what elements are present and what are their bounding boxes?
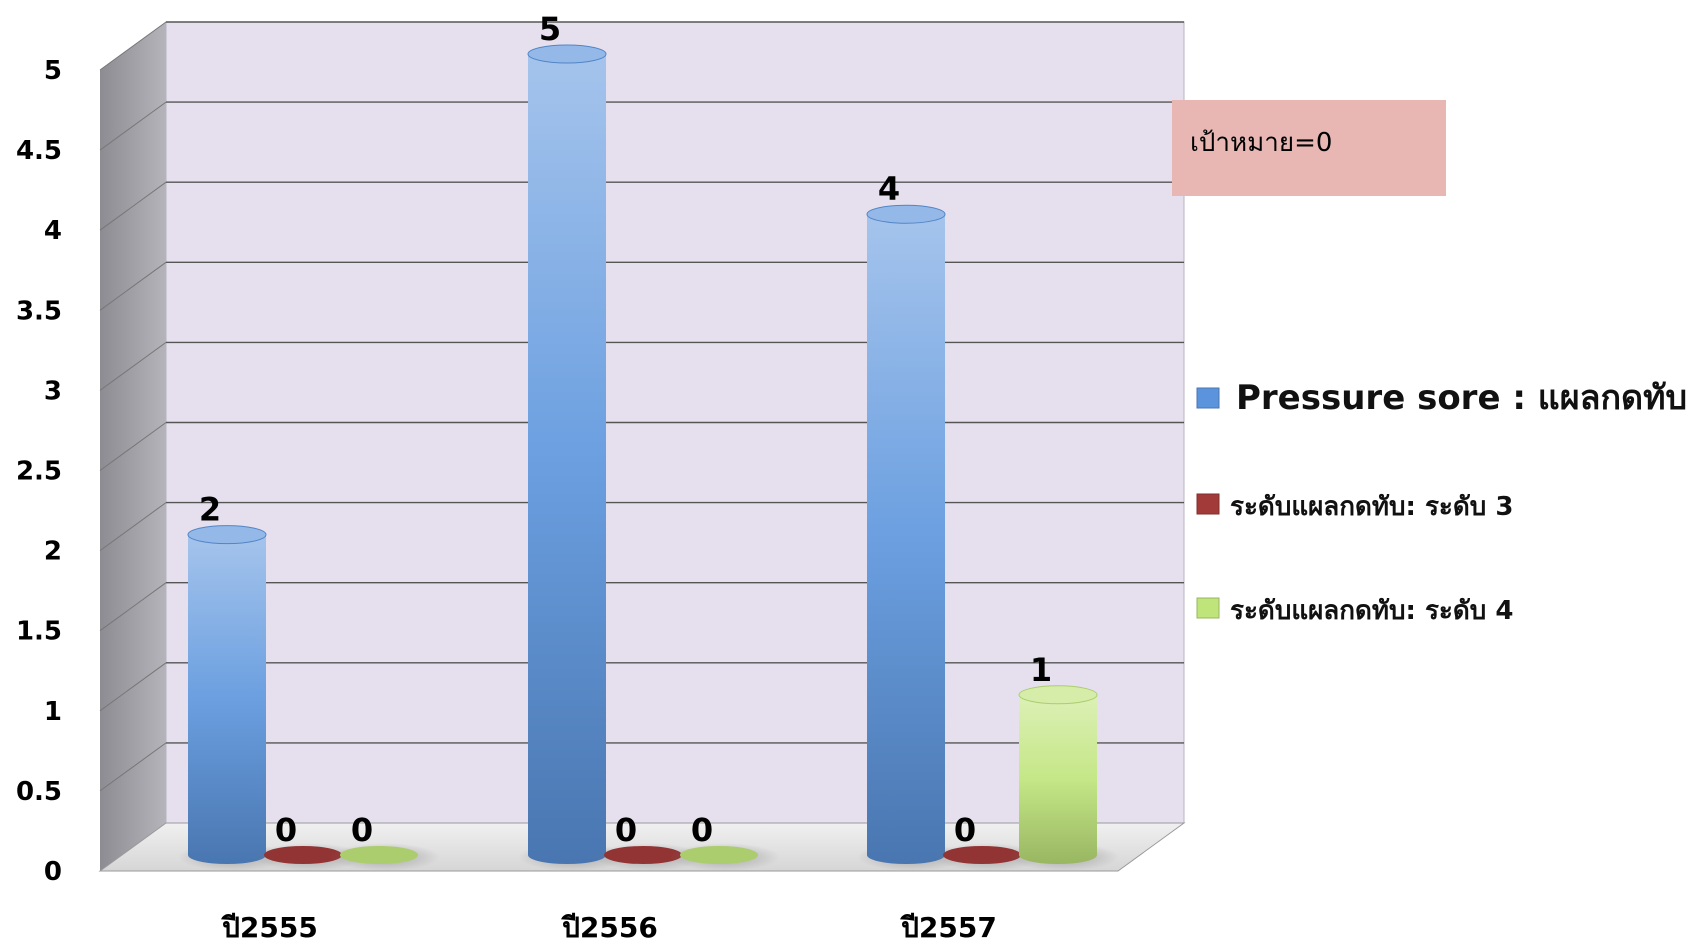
bar [340,846,418,864]
target-annotation: เป้าหมาย=0 [1172,100,1446,196]
data-label: 0 [615,811,637,849]
x-tick-label: ปี2556 [560,911,658,944]
bar [528,54,606,864]
gridline-side [99,261,167,311]
bar-top [527,44,607,64]
x-axis-ticks: ปี2555 ปี2556 ปี2557 [220,911,997,944]
bar [867,214,945,864]
legend-swatch [1196,597,1220,619]
gridline-side [99,662,167,712]
legend-swatch [1196,387,1220,409]
data-label: 0 [351,811,373,849]
bar-top [1018,685,1098,705]
data-label: 5 [539,10,561,48]
y-tick-label: 3.5 [16,296,62,326]
legend-label: ระดับแผลกดทับ: ระดับ 4 [1230,596,1513,626]
data-label: 0 [275,811,297,849]
legend-swatch [1196,493,1220,515]
x-tick-label: ปี2555 [220,911,318,944]
bar [604,846,682,864]
gridline-side [99,742,167,792]
y-tick-label: 2.5 [16,457,62,487]
y-tick-label: 2 [44,537,62,567]
data-labels: 2 0 0 5 0 0 4 0 1 [199,10,1052,849]
data-label: 1 [1030,651,1052,689]
gridline-side [99,21,167,71]
bar [188,534,266,864]
bar [943,846,1021,864]
target-annotation-text: เป้าหมาย=0 [1190,128,1333,158]
data-label: 2 [199,491,221,529]
gridline-side [99,101,167,151]
bar-top [866,204,946,224]
y-tick-label: 1.5 [16,617,62,647]
y-tick-label: 4.5 [16,136,62,166]
bar [264,846,342,864]
y-tick-label: 3 [44,376,62,406]
legend-label: ระดับแผลกดทับ: ระดับ 3 [1230,492,1513,522]
y-tick-label: 0.5 [16,777,62,807]
bar [1019,694,1097,864]
bars [178,44,1119,871]
data-label: 0 [691,811,713,849]
gridline-side [99,502,167,552]
y-axis-ticks: 0 0.5 1 1.5 2 2.5 3 3.5 4 4.5 5 [16,56,62,887]
gridline-side [99,422,167,471]
data-label: 0 [954,811,976,849]
y-tick-label: 4 [44,216,62,246]
bar [680,846,758,864]
gridlines [99,21,1184,792]
x-tick-label: ปี2557 [899,911,997,944]
legend-label: Pressure sore : แผลกดทับใหม่ [1236,377,1686,418]
gridline-side [99,181,167,231]
data-label: 4 [878,170,900,208]
y-tick-label: 5 [44,56,62,86]
bar-top [187,525,267,545]
gridline-side [99,582,167,632]
y-tick-label: 0 [44,857,62,887]
legend: Pressure sore : แผลกดทับใหม่ระดับแผลกดทั… [1196,377,1686,626]
y-tick-label: 1 [44,697,62,727]
gridline-side [99,341,167,391]
